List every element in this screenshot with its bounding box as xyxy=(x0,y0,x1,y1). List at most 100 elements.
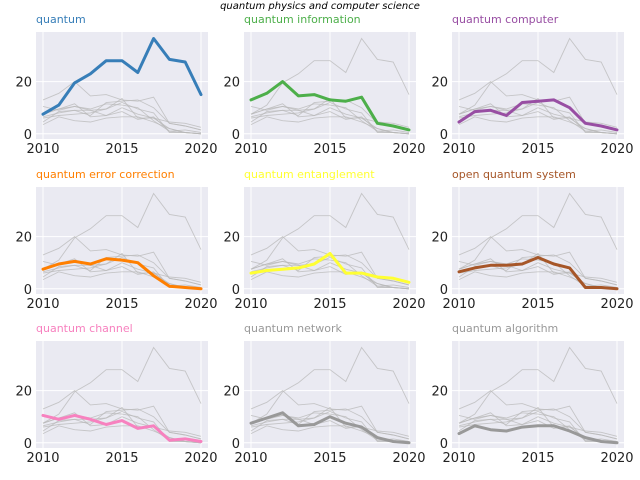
context-line-quantum-algorithm xyxy=(458,271,618,290)
context-line-quantum-channel xyxy=(42,105,202,133)
context-line-quantum-algorithm xyxy=(42,116,202,135)
context-line-quantum-entanglement xyxy=(250,406,410,437)
y-tick-label: 20 xyxy=(431,231,448,246)
x-tick-label: 2020 xyxy=(600,451,633,466)
series-line-quantum-information xyxy=(249,80,411,132)
context-line-quantum xyxy=(250,37,410,115)
series-line-quantum-algorithm xyxy=(457,424,619,445)
y-tick-label: 0 xyxy=(232,128,240,143)
y-tick-label: 20 xyxy=(223,76,240,91)
context-line-quantum-algorithm xyxy=(250,116,410,135)
y-tick-label: 20 xyxy=(431,76,448,91)
x-tick-label: 2015 xyxy=(105,451,138,466)
context-line-open-quantum-system xyxy=(42,102,202,135)
y-tick-label: 0 xyxy=(24,128,32,143)
panel-title: open quantum system xyxy=(452,168,576,181)
y-tick-label: 0 xyxy=(24,437,32,452)
context-line-quantum-entanglement xyxy=(458,97,618,128)
x-tick-label: 2015 xyxy=(313,297,346,312)
y-tick-label: 20 xyxy=(431,385,448,400)
panel-title: quantum algorithm xyxy=(452,322,558,335)
panel-quantum-computer: quantum computer 2010 2015 2020 0 20 xyxy=(431,13,633,157)
x-tick-label: 2015 xyxy=(105,297,138,312)
context-line-quantum-channel xyxy=(458,260,618,288)
x-tick-label: 2010 xyxy=(26,297,59,312)
panel-title: quantum network xyxy=(244,322,342,335)
y-tick-label: 20 xyxy=(223,385,240,400)
x-tick-label: 2020 xyxy=(392,297,425,312)
x-tick-label: 2020 xyxy=(184,297,217,312)
context-line-quantum xyxy=(458,346,618,424)
context-line-quantum xyxy=(250,346,410,424)
context-line-open-quantum-system xyxy=(250,257,410,290)
x-tick-label: 2010 xyxy=(26,451,59,466)
panel-quantum-error-correction: quantum error correction 2010 2015 2020 0 20 xyxy=(15,168,217,312)
context-line-quantum-entanglement xyxy=(458,406,618,437)
context-line-quantum-algorithm xyxy=(250,271,410,290)
x-tick-label: 2015 xyxy=(105,142,138,157)
context-line-open-quantum-system xyxy=(250,102,410,135)
context-line-quantum-channel xyxy=(458,105,618,133)
panel-title: quantum entanglement xyxy=(244,168,375,181)
context-line-quantum xyxy=(458,192,618,270)
context-line-quantum-channel xyxy=(250,260,410,288)
y-tick-label: 0 xyxy=(24,283,32,298)
x-tick-label: 2020 xyxy=(600,297,633,312)
context-line-open-quantum-system xyxy=(42,411,202,444)
x-tick-label: 2010 xyxy=(442,451,475,466)
context-line-quantum xyxy=(250,192,410,270)
x-tick-label: 2010 xyxy=(234,451,267,466)
panel-quantum: quantum 2010 2015 2020 0 20 xyxy=(15,13,217,157)
x-tick-label: 2010 xyxy=(26,142,59,157)
x-tick-label: 2020 xyxy=(600,142,633,157)
y-tick-label: 0 xyxy=(440,128,448,143)
y-tick-label: 0 xyxy=(440,283,448,298)
series-line-quantum-entanglement xyxy=(249,252,411,284)
panel-quantum-entanglement: quantum entanglement 2010 2015 2020 0 20 xyxy=(223,168,425,312)
y-tick-label: 20 xyxy=(15,231,32,246)
series-line-quantum-network xyxy=(249,411,411,445)
x-tick-label: 2010 xyxy=(442,142,475,157)
chart-title: quantum physics and computer science xyxy=(220,1,420,12)
context-line-quantum xyxy=(42,192,202,270)
context-line-quantum xyxy=(42,346,202,424)
context-line-quantum xyxy=(458,37,618,115)
series-line-quantum-computer xyxy=(457,98,619,132)
x-tick-label: 2010 xyxy=(234,297,267,312)
x-tick-label: 2015 xyxy=(521,451,554,466)
context-line-quantum-entanglement xyxy=(42,406,202,437)
context-line-quantum-entanglement xyxy=(42,97,202,128)
x-tick-label: 2020 xyxy=(392,142,425,157)
context-line-quantum-entanglement xyxy=(42,252,202,283)
series-line-quantum-error-correction xyxy=(41,257,203,291)
x-tick-label: 2015 xyxy=(313,142,346,157)
y-tick-label: 20 xyxy=(15,385,32,400)
panel-title: quantum computer xyxy=(452,13,559,26)
y-tick-label: 20 xyxy=(223,231,240,246)
x-tick-label: 2010 xyxy=(442,297,475,312)
panel-title: quantum xyxy=(36,13,86,26)
series-line-quantum-channel xyxy=(41,413,203,443)
panel-quantum-network: quantum network 2010 2015 2020 0 20 xyxy=(223,322,425,466)
context-line-quantum-algorithm xyxy=(458,116,618,135)
series-line-open-quantum-system xyxy=(457,256,619,291)
x-tick-label: 2010 xyxy=(234,142,267,157)
x-tick-label: 2015 xyxy=(521,142,554,157)
panel-quantum-channel: quantum channel 2010 2015 2020 0 20 xyxy=(15,322,217,466)
panel-title: quantum channel xyxy=(36,322,133,335)
y-tick-label: 20 xyxy=(15,76,32,91)
context-line-quantum-entanglement xyxy=(458,252,618,283)
y-tick-label: 0 xyxy=(440,437,448,452)
y-tick-label: 0 xyxy=(232,437,240,452)
panel-title: quantum error correction xyxy=(36,168,175,181)
y-tick-label: 0 xyxy=(232,283,240,298)
panel-quantum-information: quantum information 2010 2015 2020 0 20 xyxy=(223,13,425,157)
x-tick-label: 2020 xyxy=(392,451,425,466)
panel-quantum-algorithm: quantum algorithm 2010 2015 2020 0 20 xyxy=(431,322,633,466)
x-tick-label: 2020 xyxy=(184,451,217,466)
x-tick-label: 2020 xyxy=(184,142,217,157)
x-tick-label: 2015 xyxy=(521,297,554,312)
context-line-open-quantum-system xyxy=(458,411,618,444)
series-line-quantum xyxy=(41,37,203,116)
